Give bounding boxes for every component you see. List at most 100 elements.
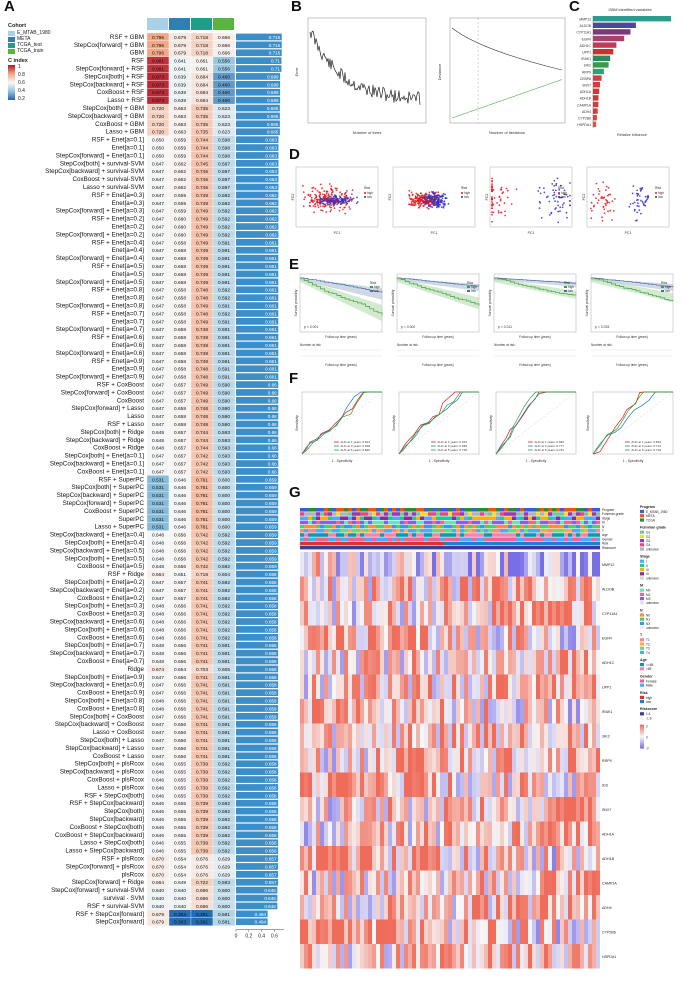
expression-cell <box>540 821 544 846</box>
cindex-value: 0.646 <box>152 762 164 768</box>
pca-point <box>498 204 501 207</box>
cindex-value: 0.748 <box>196 406 208 412</box>
pca-point <box>330 200 333 202</box>
cindex-value: 0.670 <box>152 864 164 870</box>
cindex-value: 0.592 <box>218 564 230 570</box>
model-name: RSF + GBM <box>110 34 144 41</box>
cindex-value: 0.590 <box>218 406 230 412</box>
annotation-cell <box>348 516 352 520</box>
expression-cell <box>540 895 544 920</box>
model-name: RSF + Lasso <box>107 421 144 428</box>
pca-point <box>590 201 593 204</box>
cindex-value: 0.646 <box>174 517 186 523</box>
annotation-cell <box>400 533 404 537</box>
mean-cindex-label: 0.658 <box>265 722 277 727</box>
expression-cell <box>484 797 488 822</box>
mean-cindex-label: 0.715 <box>269 43 281 48</box>
expression-cell <box>528 601 532 626</box>
expression-cell <box>544 895 548 920</box>
cindex-value: 0.592 <box>218 762 230 768</box>
annotation-cell <box>368 512 372 516</box>
pca-point <box>325 197 328 200</box>
heatmap-legend-swatch <box>640 650 644 654</box>
expression-cell <box>592 650 596 675</box>
mean-cindex-label: 0.662 <box>265 209 277 214</box>
expression-cell <box>388 748 392 773</box>
expression-cell <box>304 625 308 650</box>
expression-cell <box>556 944 560 969</box>
pca-point <box>408 189 411 192</box>
annotation-cell <box>320 537 324 541</box>
pca-legend-label: high <box>658 191 664 195</box>
pca-point <box>553 184 556 187</box>
annotation-cell <box>552 529 556 533</box>
pca-point <box>412 200 415 202</box>
mean-cindex-label: 0.658 <box>265 572 277 577</box>
model-name: RSF + Enet[a=0.9] <box>92 358 144 365</box>
model-name: CoxBoost + Ridge <box>93 445 144 452</box>
expression-cell <box>560 919 564 944</box>
cindex-value: 0.556 <box>218 59 230 65</box>
pca-point <box>644 200 647 203</box>
expression-cell <box>448 944 452 969</box>
model-name: StepCox[backward] + GBM <box>68 113 144 120</box>
mean-cindex-bar <box>236 602 279 610</box>
mean-cindex-label: 0.658 <box>265 580 277 585</box>
expression-cell <box>364 821 368 846</box>
expression-cell <box>580 748 584 773</box>
expression-cell <box>576 944 580 969</box>
expression-cell <box>384 772 388 797</box>
cindex-value: 0.647 <box>152 351 164 357</box>
expression-cell <box>312 699 316 724</box>
expression-cell <box>384 870 388 895</box>
pca-point <box>506 196 509 199</box>
km-curve-low <box>494 277 577 284</box>
cindex-value: 0.591 <box>218 319 230 325</box>
cindex-value: 0.591 <box>218 367 230 373</box>
cindex-value: 0.656 <box>174 691 186 697</box>
pca-point <box>441 197 444 200</box>
model-name: StepCox[both] + Enet[a=0.7] <box>65 642 145 649</box>
expression-cell <box>340 944 344 969</box>
expression-cell <box>308 625 312 650</box>
annotation-cell <box>412 524 416 529</box>
expression-cell <box>584 748 588 773</box>
mean-cindex-label: 0.661 <box>265 248 277 253</box>
annotation-cell <box>472 537 476 541</box>
pca-point <box>590 217 593 220</box>
expression-cell <box>332 797 336 822</box>
expr-scale-label: 2 <box>646 725 648 729</box>
expression-cell <box>596 723 600 748</box>
expression-cell <box>592 576 596 601</box>
annotation-cell <box>544 516 548 520</box>
expression-cell <box>408 748 412 773</box>
gene-label: CYP11A1 <box>576 31 591 35</box>
annotation-cell <box>484 529 488 533</box>
pca-point <box>426 202 429 205</box>
annotation-cell <box>332 520 336 525</box>
mean-cindex-bar <box>236 863 279 870</box>
cindex-value: 0.592 <box>218 225 230 231</box>
pca-point <box>316 198 318 201</box>
km-legend-swatch <box>564 286 567 288</box>
cindex-value: 0.592 <box>218 311 230 317</box>
pca-point <box>325 192 328 195</box>
expression-cell <box>468 944 472 969</box>
pca-point <box>436 200 439 203</box>
pca-point <box>595 182 598 185</box>
expression-cell <box>396 552 400 577</box>
expression-cell <box>360 723 364 748</box>
model-name: Enet[a=0.9] <box>112 366 145 373</box>
expression-cell <box>468 919 472 944</box>
annotation-cell <box>344 537 348 541</box>
cindex-value: 0.647 <box>152 588 164 594</box>
expression-cell <box>332 919 336 944</box>
mean-cindex-label: 0.658 <box>265 809 277 814</box>
cindex-value: 0.761 <box>196 517 208 523</box>
expression-cell <box>408 699 412 724</box>
cindex-value: 0.749 <box>196 383 208 389</box>
expression-cell <box>596 625 600 650</box>
cohort-swatch <box>8 42 15 48</box>
pca-point <box>328 183 331 185</box>
km-ci-low <box>397 278 479 292</box>
